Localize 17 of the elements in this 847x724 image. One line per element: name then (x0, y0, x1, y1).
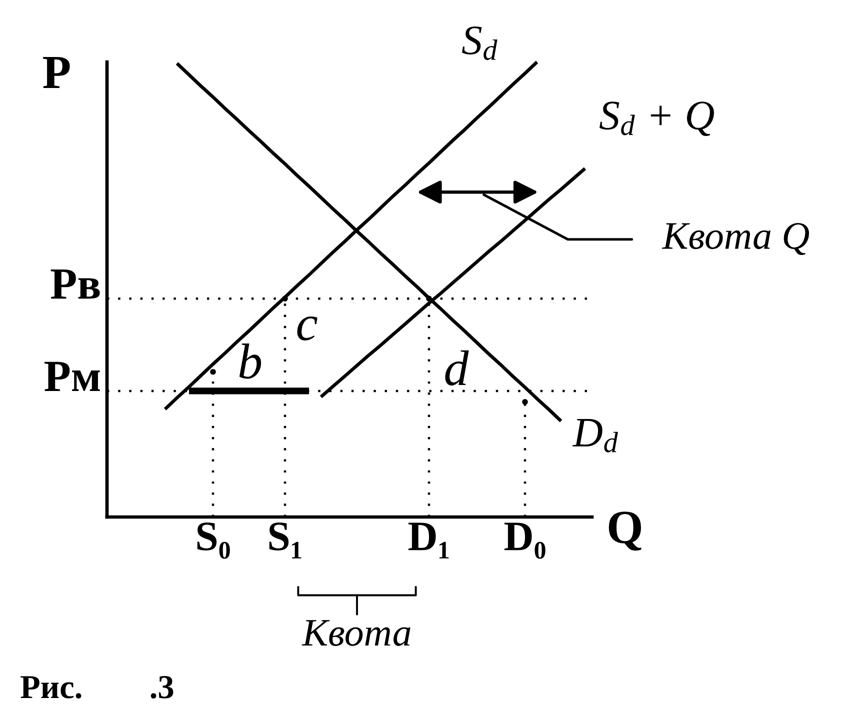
annotation: b (239, 344, 262, 379)
ref-line-label: Pм (44, 362, 100, 391)
text: Квота Q (662, 222, 810, 256)
text: Квота (302, 620, 410, 646)
series-label: S$_{d}$ (462, 26, 498, 60)
text: Рис. .3 (20, 676, 174, 698)
series-label: D$_{d}$ (572, 419, 618, 452)
annotation: c (297, 316, 318, 340)
x-tick-label: D₁ (408, 522, 449, 558)
series-label: S$_{d}$ + Q (600, 102, 714, 136)
x-tick-label: D₀ (504, 522, 546, 559)
x-axis-title: Q (608, 512, 642, 551)
x-tick-label: S₁ (269, 522, 302, 558)
y-axis-title: P (43, 57, 70, 88)
annotation: d (445, 350, 469, 386)
ref-line-label: Pв (50, 269, 100, 299)
x-tick-label: S₀ (197, 522, 230, 559)
